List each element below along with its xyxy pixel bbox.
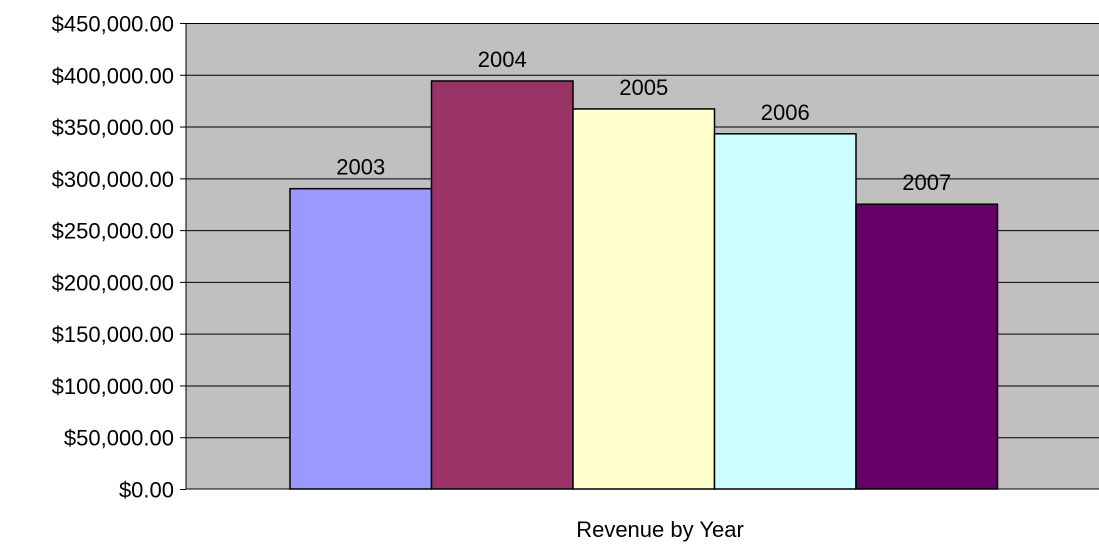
bar-2003 bbox=[289, 187, 433, 490]
y-tick-label: $350,000.00 bbox=[52, 115, 174, 140]
y-axis: $0.00 $50,000.00 $100,000.00 $150,000.00 $20… bbox=[52, 12, 1099, 503]
y-tick-label: $150,000.00 bbox=[52, 322, 174, 347]
data-label-2007: 2007 bbox=[902, 170, 951, 195]
data-label-2004: 2004 bbox=[478, 47, 527, 72]
bars bbox=[289, 80, 999, 490]
data-label-2003: 2003 bbox=[336, 155, 385, 180]
y-tick-label: $0.00 bbox=[119, 478, 174, 503]
y-tick-label: $450,000.00 bbox=[52, 12, 174, 37]
data-labels: 2003 2004 2005 2006 2007 bbox=[336, 47, 951, 195]
bar-2004 bbox=[430, 80, 574, 490]
data-label-2006: 2006 bbox=[761, 100, 810, 125]
x-axis-title: Revenue by Year bbox=[576, 517, 744, 542]
bar-2007 bbox=[855, 203, 999, 490]
y-tick-label: $100,000.00 bbox=[52, 374, 174, 399]
y-tick-label: $50,000.00 bbox=[64, 426, 174, 451]
y-tick-label: $400,000.00 bbox=[52, 63, 174, 88]
data-label-2005: 2005 bbox=[619, 75, 668, 100]
y-tick-label: $200,000.00 bbox=[52, 270, 174, 295]
y-tick-label: $300,000.00 bbox=[52, 167, 174, 192]
bar-2005 bbox=[572, 108, 716, 490]
bar-2006 bbox=[713, 133, 857, 490]
y-tick-label: $250,000.00 bbox=[52, 219, 174, 244]
